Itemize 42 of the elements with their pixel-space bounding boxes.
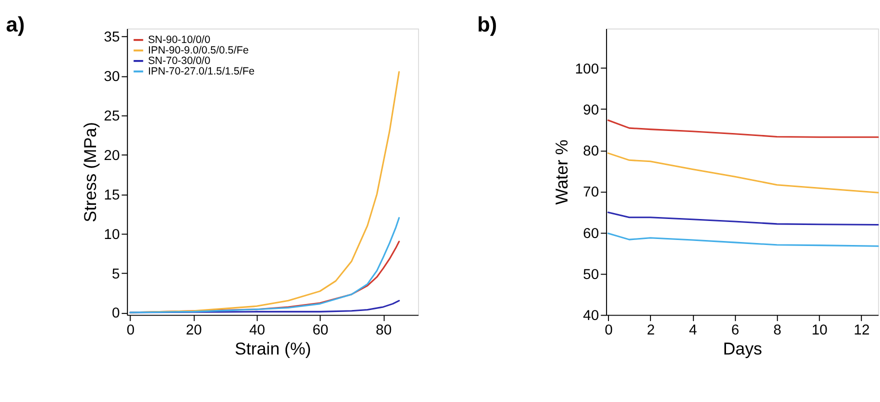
x-tick-label: 0 xyxy=(126,322,135,338)
x-axis-title: Strain (%) xyxy=(234,338,312,358)
y-tick-label: 0 xyxy=(112,306,120,322)
x-tick-label: 10 xyxy=(812,322,828,338)
chart-title: b) xyxy=(477,13,498,36)
x-tick-label: 20 xyxy=(186,322,202,338)
chart-title: a) xyxy=(6,13,25,36)
x-axis-title: Days xyxy=(722,338,762,358)
y-tick-label: 70 xyxy=(583,184,599,201)
y-tick-label: 30 xyxy=(104,69,120,86)
x-tick-label: 4 xyxy=(689,322,698,338)
legend-label: SN-90-10/0/0 xyxy=(148,34,210,46)
x-tick-label: 8 xyxy=(773,322,782,338)
x-tick-label: 60 xyxy=(312,322,328,338)
legend-label: IPN-90-9.0/0.5/0.5/Fe xyxy=(148,45,249,56)
y-tick-label: 10 xyxy=(104,226,120,243)
x-tick-label: 2 xyxy=(646,322,655,338)
y-tick-label: 80 xyxy=(583,144,599,160)
legend-label: IPN-70-27.0/1.5/1.5/Fe xyxy=(148,66,255,78)
line-series xyxy=(607,232,879,247)
line-series xyxy=(607,152,879,194)
line-series xyxy=(129,217,400,314)
line-series xyxy=(607,212,879,226)
y-tick-label: 15 xyxy=(104,187,120,204)
y-axis-title: Stress (MPa) xyxy=(80,122,100,222)
y-tick-label: 60 xyxy=(583,226,599,242)
y-tick-label: 5 xyxy=(112,266,120,282)
x-tick-label: 0 xyxy=(604,322,613,338)
x-tick-label: 12 xyxy=(854,322,870,338)
y-tick-label: 20 xyxy=(104,148,120,164)
legend-label: SN-70-30/0/0 xyxy=(148,56,210,67)
y-tick-label: 40 xyxy=(583,308,599,324)
line-series xyxy=(607,119,879,138)
y-tick-label: 35 xyxy=(104,30,120,46)
y-axis-title: Water % xyxy=(551,140,572,205)
y-tick-label: 50 xyxy=(583,266,599,283)
y-tick-label: 100 xyxy=(575,61,599,78)
y-tick-label: 90 xyxy=(583,102,599,118)
x-tick-label: 6 xyxy=(731,322,740,338)
y-tick-label: 25 xyxy=(104,108,120,125)
x-tick-label: 40 xyxy=(249,322,266,338)
x-tick-label: 80 xyxy=(376,322,392,338)
